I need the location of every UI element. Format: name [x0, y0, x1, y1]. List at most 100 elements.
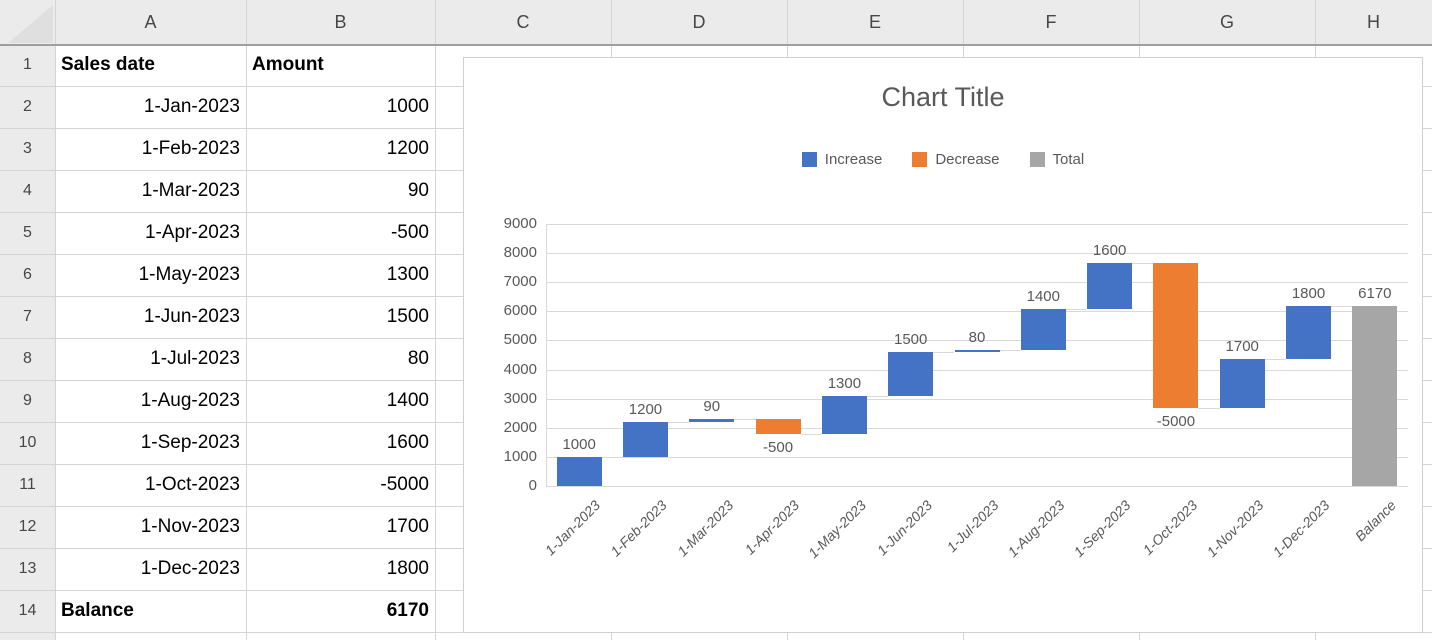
data-label-1-Feb-2023: 1200: [628, 400, 663, 418]
row-header-3[interactable]: 3: [23, 140, 32, 157]
cell-A12[interactable]: 1-Nov-2023: [140, 516, 240, 537]
cell-A3[interactable]: 1-Feb-2023: [141, 138, 240, 159]
bar-1-Mar-2023[interactable]: [689, 419, 735, 422]
x-axis-label-1-May-2023: 1-May-2023: [804, 497, 869, 562]
y-gridline: [546, 398, 1408, 400]
row-header-4[interactable]: 4: [23, 182, 32, 199]
row-header-14[interactable]: 14: [18, 602, 37, 619]
connector-line: [1198, 408, 1220, 410]
y-axis-tick-label: 5000: [503, 331, 537, 349]
connector-line: [734, 419, 756, 421]
bar-1-Jul-2023[interactable]: [954, 350, 1000, 353]
column-header-E[interactable]: E: [868, 12, 881, 32]
x-axis-label-1-Nov-2023: 1-Nov-2023: [1203, 497, 1267, 561]
cell-B11[interactable]: -5000: [380, 474, 429, 495]
cell-A5[interactable]: 1-Apr-2023: [144, 222, 240, 243]
row-header-13[interactable]: 13: [18, 560, 37, 577]
legend-swatch-decrease: [912, 152, 928, 167]
chart-title[interactable]: Chart Title: [881, 82, 1005, 112]
cell-B2[interactable]: 1000: [386, 96, 429, 117]
data-label-1-Jun-2023: 1500: [894, 331, 928, 349]
connector-line: [999, 350, 1021, 352]
grid-vline: [435, 0, 436, 640]
cell-B1[interactable]: Amount: [252, 54, 324, 75]
bar-1-May-2023[interactable]: [821, 396, 867, 434]
cell-A2[interactable]: 1-Jan-2023: [143, 96, 240, 117]
cell-B14[interactable]: 6170: [386, 600, 429, 621]
row-header-12[interactable]: 12: [18, 518, 37, 535]
cell-A14[interactable]: Balance: [61, 600, 134, 621]
y-axis-tick-label: 4000: [503, 360, 537, 378]
row-header-5[interactable]: 5: [23, 224, 32, 241]
bar-1-Sep-2023[interactable]: [1087, 262, 1133, 310]
data-label-1-Mar-2023: 90: [703, 398, 721, 416]
y-gridline: [546, 369, 1408, 371]
legend-item-increase[interactable]: Increase: [801, 151, 882, 168]
cell-B10[interactable]: 1600: [386, 432, 429, 453]
bar-Balance[interactable]: [1352, 306, 1398, 486]
cell-A1[interactable]: Sales date: [61, 54, 155, 75]
cell-A10[interactable]: 1-Sep-2023: [140, 432, 240, 453]
column-header-H[interactable]: H: [1367, 12, 1380, 32]
column-header-D[interactable]: D: [692, 12, 706, 32]
row-header-7[interactable]: 7: [23, 308, 32, 325]
row-header-6[interactable]: 6: [23, 266, 32, 283]
cell-B12[interactable]: 1700: [386, 516, 429, 537]
row-header-1[interactable]: 1: [23, 56, 32, 73]
cell-B9[interactable]: 1400: [386, 390, 429, 411]
cell-B13[interactable]: 1800: [386, 558, 429, 579]
cell-A7[interactable]: 1-Jun-2023: [143, 306, 240, 327]
row-header-8[interactable]: 8: [23, 350, 32, 367]
legend-item-decrease[interactable]: Decrease: [912, 151, 1000, 168]
bar-1-Aug-2023[interactable]: [1020, 309, 1066, 351]
cell-A6[interactable]: 1-May-2023: [138, 264, 240, 285]
row-header-2[interactable]: 2: [23, 98, 32, 115]
connector-line: [866, 396, 889, 398]
row-header-10[interactable]: 10: [18, 434, 37, 451]
bar-1-Jan-2023[interactable]: [556, 456, 602, 486]
cell-A9[interactable]: 1-Aug-2023: [140, 390, 240, 411]
bar-1-Apr-2023[interactable]: [755, 419, 801, 434]
bar-1-Oct-2023[interactable]: [1153, 262, 1199, 409]
data-label-1-Aug-2023: 1400: [1026, 288, 1060, 306]
cell-B7[interactable]: 1500: [386, 306, 429, 327]
row-header-9[interactable]: 9: [23, 392, 32, 409]
cell-A4[interactable]: 1-Mar-2023: [141, 180, 240, 201]
cell-B4[interactable]: 90: [407, 180, 429, 201]
y-axis-tick-label: 8000: [503, 244, 537, 262]
grid-vline: [246, 0, 247, 640]
legend-label-total: Total: [1052, 151, 1085, 168]
column-header-B[interactable]: B: [334, 12, 347, 32]
column-header-C[interactable]: C: [516, 12, 530, 32]
cell-B5[interactable]: -500: [390, 222, 429, 243]
x-axis-label-1-Jul-2023: 1-Jul-2023: [943, 497, 1002, 556]
y-gridline: [546, 456, 1408, 458]
y-axis-line: [546, 224, 547, 486]
y-axis-tick-label: 2000: [503, 418, 537, 436]
cell-A13[interactable]: 1-Dec-2023: [140, 558, 240, 579]
y-gridline: [546, 486, 1408, 487]
data-label-1-Dec-2023: 1800: [1291, 285, 1326, 303]
row-header-column: [0, 44, 55, 640]
connector-line: [667, 421, 690, 423]
data-label-1-May-2023: 1300: [827, 375, 862, 393]
data-label-1-Jul-2023: 80: [968, 329, 986, 347]
x-axis-label-1-Oct-2023: 1-Oct-2023: [1139, 497, 1201, 558]
cell-A8[interactable]: 1-Jul-2023: [150, 348, 240, 369]
cell-B3[interactable]: 1200: [386, 138, 429, 159]
waterfall-chart[interactable]: Chart Title Increase Decrease Total 0 100…: [463, 57, 1423, 633]
column-header-G[interactable]: G: [1219, 12, 1234, 32]
row-header-11[interactable]: 11: [19, 476, 36, 493]
column-header-A[interactable]: A: [144, 12, 157, 32]
y-axis-tick-label: 0: [528, 477, 537, 494]
legend-item-total[interactable]: Total: [1029, 151, 1085, 168]
cell-A11[interactable]: 1-Oct-2023: [144, 474, 240, 495]
bar-1-Jun-2023[interactable]: [888, 352, 934, 397]
bar-1-Feb-2023[interactable]: [622, 421, 668, 457]
y-axis-tick-label: 1000: [503, 447, 537, 465]
bar-1-Nov-2023[interactable]: [1219, 358, 1265, 409]
column-header-F[interactable]: F: [1045, 12, 1057, 32]
bar-1-Dec-2023[interactable]: [1286, 306, 1332, 359]
cell-B8[interactable]: 80: [407, 348, 429, 369]
cell-B6[interactable]: 1300: [386, 264, 429, 285]
